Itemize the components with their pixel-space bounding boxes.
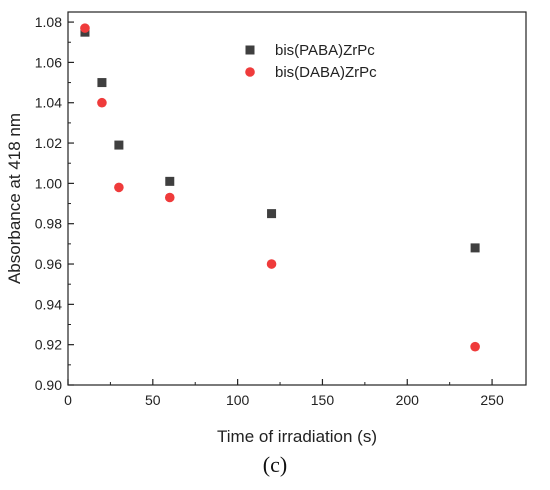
point-series-0	[267, 209, 277, 219]
panel-label: (c)	[262, 452, 288, 477]
y-tick-label: 1.04	[35, 95, 62, 111]
x-tick-label: 50	[145, 392, 161, 408]
y-axis: 0.90 0.92 0.94 0.96 0.98 1.00 1.02 1.04 1.06 1.08	[35, 14, 74, 393]
point-series-0	[97, 78, 107, 88]
x-tick-label: 100	[226, 392, 250, 408]
legend: bis(PABA)ZrPc bis(DABA)ZrPc	[245, 42, 377, 81]
x-axis-title: Time of irradiation (s)	[217, 427, 377, 446]
point-series-1	[266, 259, 277, 269]
y-tick-label: 0.92	[35, 337, 62, 353]
x-tick-label: 150	[311, 392, 335, 408]
y-tick-label: 1.02	[35, 135, 62, 151]
y-tick-label: 1.08	[35, 14, 62, 30]
x-tick-label: 250	[480, 392, 504, 408]
plot-frame	[67, 11, 527, 386]
x-tick-label: 200	[396, 392, 420, 408]
legend-label: bis(PABA)ZrPc	[275, 42, 375, 59]
point-series-1	[80, 23, 90, 33]
legend-label: bis(DABA)ZrPc	[275, 64, 377, 81]
point-series-0	[114, 140, 124, 150]
x-axis: 0 50 100 150 200 250	[64, 379, 504, 408]
x-tick-label: 0	[64, 392, 72, 408]
y-tick-label: 1.00	[35, 175, 62, 191]
scatter-chart: 0 50 100 150 200 250 0.90 0.92 0.94 0.96 0.98 1.00…	[5, 11, 527, 446]
point-series-1	[97, 97, 107, 108]
point-series-0	[470, 243, 480, 253]
point-series-1	[470, 341, 480, 352]
y-tick-label: 0.98	[35, 216, 62, 232]
legend-marker-square	[245, 45, 255, 55]
point-series-1	[164, 192, 175, 203]
y-axis-title: Absorbance at 418 nm	[5, 113, 24, 284]
y-tick-label: 1.06	[35, 54, 62, 70]
point-series-0	[165, 176, 175, 186]
data-points	[80, 23, 480, 352]
point-series-1	[114, 182, 124, 193]
y-tick-label: 0.90	[35, 377, 62, 393]
legend-marker-circle	[245, 67, 255, 77]
y-tick-label: 0.94	[35, 296, 62, 312]
y-tick-label: 0.96	[35, 256, 62, 272]
